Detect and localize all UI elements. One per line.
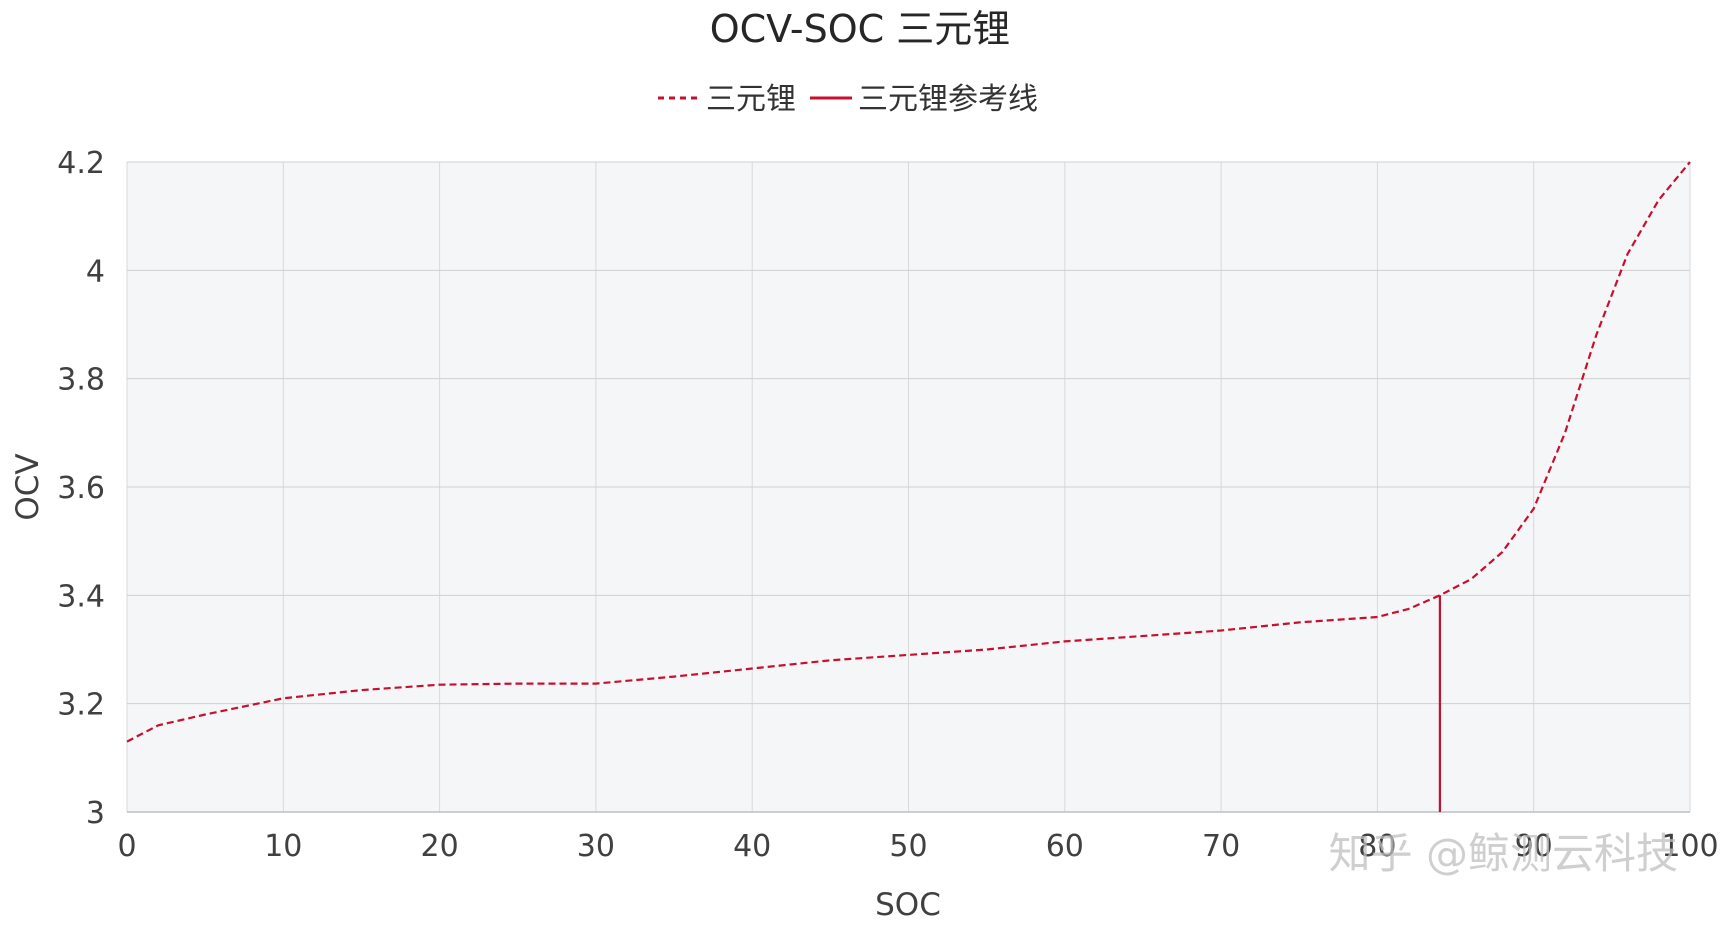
series-line-1 [126,161,1691,743]
legend-label-series-1: 三元锂 [706,82,796,117]
x-tick-label: 60 [1046,829,1084,864]
x-tick-label: 20 [421,829,459,864]
x-tick-label: 70 [1202,829,1240,864]
x-tick-label: 50 [889,829,927,864]
x-tick-labels: 0 10 20 30 40 50 60 70 80 90 100 [117,829,1718,864]
x-tick-label: 90 [1515,829,1553,864]
grid-layer [126,161,1691,813]
x-axis-title: SOC [875,887,941,923]
x-tick-label: 40 [733,829,771,864]
x-tick-label: 100 [1661,829,1718,864]
x-tick-label: 10 [264,829,302,864]
watermark-text: 知乎 @鲸测云科技 [1329,829,1678,878]
legend-label-series-2: 三元锂参考线 [858,82,1038,117]
y-axis-title: OCV [10,453,46,520]
y-tick-label: 3.2 [57,688,105,723]
x-tick-label: 0 [117,829,136,864]
legend: 三元锂 三元锂参考线 [658,82,1038,117]
y-tick-label: 4 [86,254,105,289]
y-tick-label: 4.2 [57,146,105,181]
y-tick-labels: 3 3.2 3.4 3.6 3.8 4 4.2 [57,146,105,831]
y-tick-label: 3 [86,796,105,831]
y-tick-label: 3.6 [57,471,105,506]
x-tick-label: 80 [1358,829,1396,864]
chart-title: OCV-SOC 三元锂 [710,7,1011,51]
x-tick-label: 30 [577,829,615,864]
series-layer [126,161,1691,812]
y-tick-label: 3.4 [57,579,105,614]
y-tick-label: 3.8 [57,363,105,398]
